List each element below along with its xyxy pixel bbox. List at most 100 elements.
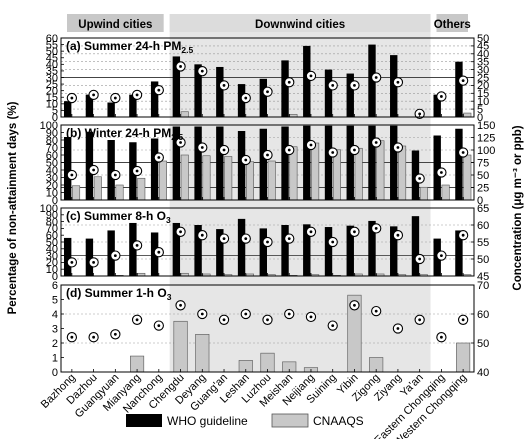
concentration-marker-dot	[418, 318, 422, 322]
concentration-marker-dot	[331, 151, 335, 154]
bar-who-guideline	[259, 128, 267, 200]
y-right-tick-label: 5	[477, 104, 483, 116]
bar-cnaaqs	[224, 156, 233, 201]
concentration-marker-dot	[418, 177, 422, 180]
y-tick-label: 80	[46, 216, 58, 228]
concentration-marker-dot	[222, 84, 226, 87]
bar-who-guideline	[194, 225, 202, 276]
y-tick-label: 100	[40, 120, 58, 132]
concentration-marker-dot	[309, 74, 313, 78]
concentration-marker-dot	[418, 257, 422, 261]
y-tick-label: 0	[52, 271, 58, 283]
bar-who-guideline	[411, 150, 420, 200]
bar-who-guideline	[281, 126, 289, 200]
y-right-tick-label: 75	[477, 157, 489, 169]
bar-cnaaqs	[195, 333, 210, 373]
y-tick-label: 35	[46, 66, 58, 78]
y-right-tick-label: 0	[477, 112, 483, 124]
concentration-marker-dot	[113, 254, 117, 257]
concentration-marker-dot	[287, 80, 291, 84]
bar-who-guideline	[129, 222, 137, 276]
bar-who-guideline	[107, 102, 115, 117]
bar-who-guideline	[194, 64, 202, 117]
bar-who-guideline	[281, 60, 289, 117]
bar-cnaaqs	[354, 147, 363, 201]
concentration-marker-dot	[135, 169, 139, 173]
concentration-marker-dot	[200, 69, 204, 73]
bar-cnaaqs	[463, 112, 472, 118]
bar-who-guideline	[172, 126, 181, 200]
y-tick-label: 60	[46, 150, 58, 162]
concentration-marker-dot	[287, 148, 291, 152]
bar-who-guideline	[368, 44, 376, 118]
y-tick-label: 50	[46, 46, 58, 58]
bar-who-guideline	[346, 125, 354, 200]
bar-who-guideline	[433, 94, 441, 117]
concentration-marker-dot	[244, 158, 248, 162]
concentration-marker-dot	[353, 303, 356, 307]
y-tick-label: 3	[52, 323, 58, 335]
concentration-marker-dot	[309, 315, 313, 319]
concentration-marker-dot	[374, 141, 378, 144]
panel-title-text: (c) Summer 8-h O	[66, 209, 166, 223]
concentration-marker-dot	[353, 84, 356, 87]
bar-who-guideline	[411, 216, 420, 276]
concentration-marker-dot	[396, 146, 400, 149]
panel-title: (a) Summer 24-h PM2.5	[66, 39, 193, 55]
concentration-marker-dot	[200, 312, 204, 316]
bar-who-guideline	[259, 78, 267, 117]
bar-cnaaqs	[115, 184, 124, 201]
bar-who-guideline	[281, 225, 289, 276]
concentration-marker-dot	[439, 254, 443, 257]
concentration-marker-dot	[113, 173, 117, 177]
concentration-marker-dot	[179, 65, 182, 68]
y-right-tick-label: 125	[477, 132, 495, 144]
concentration-marker-dot	[222, 148, 226, 152]
legend-swatch-cnaaqs	[271, 413, 309, 428]
bar-who-guideline	[259, 228, 267, 276]
y-tick-label: 80	[46, 135, 58, 147]
y-right-tick-label: 50	[477, 254, 489, 266]
y-right-tick-label: 60	[477, 220, 489, 232]
bar-who-guideline	[107, 140, 115, 200]
y-tick-label: 4	[52, 309, 58, 321]
group-label: Downwind cities	[255, 19, 345, 31]
bar-who-guideline	[85, 131, 94, 200]
y-right-tick-label: 10	[477, 96, 489, 108]
y-right-tick-label: 25	[477, 182, 489, 194]
y-tick-label: 2	[52, 338, 58, 350]
bar-who-guideline	[346, 225, 354, 276]
concentration-marker-dot	[157, 88, 161, 92]
y-right-tick-label: 100	[477, 145, 495, 157]
panel-title-text: (d) Summer 1-h O	[66, 286, 167, 300]
panel-title-text: (a) Summer 24-h PM	[66, 39, 181, 53]
y-right-tick-label: 30	[477, 64, 489, 76]
y-tick-label: 20	[46, 180, 58, 192]
concentration-marker-dot	[439, 95, 443, 98]
bar-who-guideline	[455, 61, 463, 117]
concentration-marker-dot	[439, 335, 443, 339]
concentration-marker-dot	[374, 227, 378, 230]
y-right-tick-label: 25	[477, 72, 489, 84]
y-right-tick-label: 70	[477, 280, 489, 292]
concentration-marker-dot	[331, 324, 335, 327]
bar-who-guideline	[324, 125, 333, 200]
y-tick-label: 5	[52, 105, 58, 117]
bar-who-guideline	[324, 227, 333, 276]
y-tick-label: 6	[52, 280, 58, 292]
y-tick-label: 20	[46, 85, 58, 97]
concentration-marker-dot	[200, 146, 204, 149]
concentration-marker-dot	[396, 327, 400, 330]
bar-who-guideline	[63, 101, 72, 117]
concentration-marker-dot	[309, 143, 313, 147]
y-tick-label: 50	[46, 237, 58, 249]
concentration-marker-dot	[287, 237, 291, 241]
y-tick-label: 30	[46, 250, 58, 262]
y-right-tick-label: 45	[477, 271, 489, 283]
downwind-shading	[169, 14, 431, 372]
y-right-tick-label: 40	[477, 367, 489, 379]
bar-who-guideline	[194, 126, 202, 200]
bar-cnaaqs	[463, 154, 472, 201]
y-tick-label: 40	[46, 244, 58, 256]
y-tick-label: 10	[46, 187, 58, 199]
